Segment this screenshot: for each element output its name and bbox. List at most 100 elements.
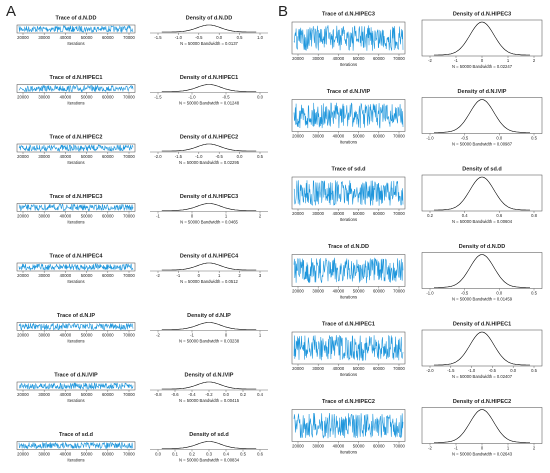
density-frame [421,97,543,134]
x-tick-label: -1.0 [426,136,434,141]
x-tick-label: -1.5 [154,95,162,100]
x-tick-label: -2 [156,273,160,278]
x-tick-label: -1 [177,273,181,278]
x-tick-label: 20000 [17,392,29,397]
x-tick-label: 0.0 [155,452,161,457]
x-tick-label: 40000 [60,392,72,397]
x-tick-label: -0.5 [489,368,497,373]
x-tick-label: 60000 [373,56,385,61]
density-note: N = 50000 Bandwidth = 0.00415 [179,398,240,403]
x-tick-label: -1.0 [426,291,434,296]
x-tick-label: -0.5 [195,35,203,40]
density-note: N = 50000 Bandwidth = 0.00987 [452,142,513,147]
x-tick-label: 70000 [393,444,405,449]
x-tick-label: 0.5 [240,452,246,457]
density-curve [161,143,257,152]
x-tick-label: 30000 [312,366,324,371]
trace-line [19,382,134,390]
x-axis-label: Iterations [67,339,84,344]
density-curve [161,24,257,33]
x-axis-label: Iterations [340,372,357,377]
x-tick-label: -2 [428,58,432,63]
density-note: N = 50000 Bandwidth = 0.02407 [452,374,513,379]
x-tick-label: 40000 [60,95,72,100]
x-tick-label: -0.8 [154,392,162,397]
x-tick-label: 70000 [123,154,135,159]
x-tick-label: -0.5 [461,291,469,296]
x-tick-label: 70000 [123,392,135,397]
x-tick-label: 50000 [81,154,93,159]
x-tick-label: 20000 [17,154,29,159]
x-tick-label: 20000 [17,95,29,100]
density-curve [161,84,257,92]
x-tick-label: 2 [533,446,536,451]
x-tick-label: 60000 [373,366,385,371]
x-tick-label: 0.6 [496,213,502,218]
trace-frame [16,441,136,450]
density-note: N = 50000 Bandwidth = 0.0512 [180,279,238,284]
x-tick-label: 60000 [373,444,385,449]
x-tick-label: 50000 [353,289,365,294]
x-tick-label: 3 [259,273,262,278]
x-tick-label: 0.5 [257,154,263,159]
trace-title: Trace of d.N.HIPEC2 [50,134,103,140]
x-tick-label: -0.4 [188,392,196,397]
density-title: Density of d.N.HIPEC3 [180,194,238,200]
density-note: N = 50000 Bandwidth = 0.0137 [180,41,238,46]
x-axis-label: Iterations [67,398,84,403]
trace-frame [16,203,136,212]
x-tick-label: 40000 [60,35,72,40]
x-tick-label: -1.5 [154,35,162,40]
x-tick-label: 60000 [102,95,114,100]
x-tick-label: 60000 [102,154,114,159]
x-tick-label: 2 [238,273,241,278]
density-note: N = 50000 Bandwidth = 0.0465 [180,220,238,225]
x-tick-label: 0 [225,333,228,338]
x-tick-label: 1 [218,273,221,278]
trace-frame [16,143,136,153]
x-tick-label: 1 [225,214,228,219]
x-tick-label: 70000 [393,56,405,61]
x-tick-label: 1 [259,333,262,338]
x-tick-label: 60000 [102,392,114,397]
density-title: Density of d.N.HIPEC2 [453,399,511,405]
x-axis-label: Iterations [340,450,357,455]
density-frame [421,252,543,289]
x-tick-label: -2 [428,446,432,451]
trace-line [293,412,404,439]
x-tick-label: 50000 [81,273,93,278]
trace-title: Trace of sd.d [59,432,93,438]
x-tick-label: -0.5 [216,154,224,159]
density-title: Density of d.N.DD [459,244,505,250]
x-tick-label: 0.0 [237,154,243,159]
density-curve [161,262,257,271]
x-tick-label: 0.0 [223,392,229,397]
x-tick-label: 40000 [333,211,345,216]
x-tick-label: 30000 [38,392,50,397]
trace-title: Trace of d.N.HIPEC3 [322,11,375,17]
x-tick-label: 20000 [17,452,29,457]
density-note: N = 50000 Bandwidth = 0.02247 [452,64,513,69]
x-tick-label: 30000 [38,154,50,159]
trace-title: Trace of d.N.DD [56,15,97,21]
x-tick-label: 30000 [312,56,324,61]
trace-line [18,262,134,272]
x-tick-label: 20000 [17,273,29,278]
density-note: N = 50000 Bandwidth = 0.00834 [179,458,240,463]
x-tick-label: 0.2 [189,452,195,457]
x-tick-label: -0.6 [171,392,179,397]
trace-frame [291,254,406,287]
x-tick-label: 50000 [81,452,93,457]
x-axis-label: Iterations [67,220,84,225]
x-axis-label: Iterations [67,101,84,106]
x-tick-label: 0.1 [172,452,178,457]
trace-title: Trace of d.N.HIPEC4 [50,253,104,259]
x-axis-label: Iterations [340,295,357,300]
x-tick-label: 30000 [312,444,324,449]
density-frame [421,19,543,57]
x-tick-label: 70000 [123,35,135,40]
x-axis-label: Iterations [67,160,84,165]
x-tick-label: 60000 [102,452,114,457]
trace-frame [291,409,406,442]
x-tick-label: -1.0 [468,368,476,373]
